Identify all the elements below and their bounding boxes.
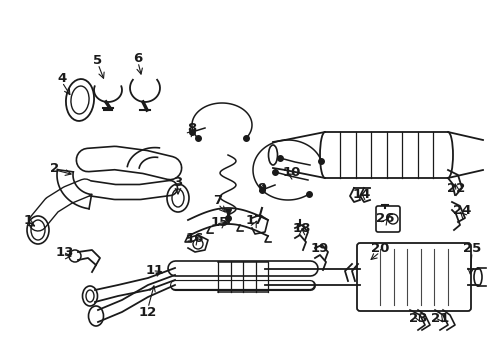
Text: 3: 3	[173, 176, 182, 189]
Text: 19: 19	[310, 242, 328, 255]
Text: 10: 10	[282, 166, 301, 179]
Text: 17: 17	[245, 213, 264, 226]
Text: 25: 25	[462, 242, 480, 255]
Text: 4: 4	[57, 72, 66, 85]
Text: 1: 1	[23, 213, 33, 226]
Text: 24: 24	[452, 203, 470, 216]
Text: 2: 2	[50, 162, 60, 175]
Text: 5: 5	[93, 54, 102, 67]
Text: 22: 22	[446, 181, 464, 194]
Text: 26: 26	[375, 211, 393, 225]
Text: 18: 18	[292, 221, 310, 234]
Text: 9: 9	[257, 181, 266, 194]
Text: 6: 6	[133, 51, 142, 64]
Text: 11: 11	[145, 264, 164, 276]
Text: 16: 16	[185, 231, 204, 244]
Text: 12: 12	[139, 306, 157, 319]
Text: 20: 20	[370, 242, 388, 255]
Text: 21: 21	[430, 311, 448, 324]
Text: 8: 8	[187, 122, 196, 135]
Text: 23: 23	[408, 311, 427, 324]
Text: 7: 7	[213, 194, 222, 207]
Text: 14: 14	[352, 189, 370, 202]
Text: 13: 13	[56, 246, 74, 258]
Text: 15: 15	[210, 216, 229, 229]
